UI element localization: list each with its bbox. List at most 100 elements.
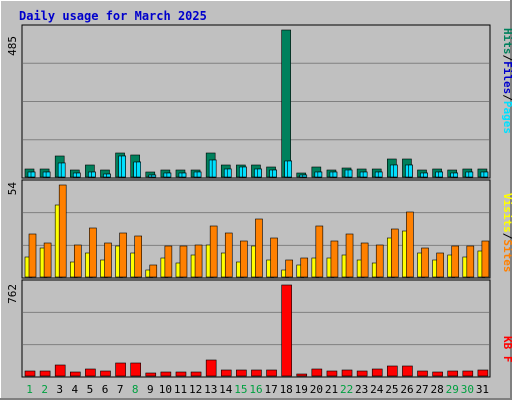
day-label-29: 29: [446, 383, 459, 396]
sites-bar-day-17: [270, 237, 278, 278]
pages-bar-day-21: [332, 171, 338, 178]
kbytes-bar-day-16: [251, 369, 262, 377]
pages-bar-day-13: [211, 159, 217, 178]
pages-bar-day-28: [438, 171, 443, 178]
kbytes-bar-day-29: [447, 370, 459, 377]
day-label-15: 15: [234, 383, 247, 396]
pages-bar-day-25: [393, 164, 398, 178]
day-label-27: 27: [415, 383, 428, 396]
pages-bar-day-14: [226, 168, 232, 178]
pages-bar-day-3: [60, 162, 66, 178]
kbytes-bar-day-20: [311, 368, 323, 377]
kbytes-bar-day-22: [341, 369, 353, 377]
kbytes-bar-day-3: [54, 364, 66, 377]
day-label-14: 14: [219, 383, 233, 396]
pages-bar-day-7: [121, 155, 126, 178]
pages-bar-day-10: [166, 172, 172, 178]
hits-legend: Hits/Files/Pages: [501, 28, 512, 134]
day-label-28: 28: [431, 383, 444, 396]
kbytes-max-label: 762: [6, 284, 19, 304]
sites-bar-day-28: [436, 252, 444, 278]
day-label-2: 2: [41, 383, 48, 396]
sites-bar-day-2: [43, 242, 52, 278]
pages-bar-day-18: [287, 160, 292, 178]
sites-bar-day-25: [391, 228, 399, 278]
sites-bar-day-13: [209, 225, 218, 278]
svg-text:Hits/Files/Pages: Hits/Files/Pages: [501, 28, 512, 134]
sites-bar-day-10: [164, 245, 173, 278]
kbytes-bar-day-7: [115, 362, 126, 377]
day-label-25: 25: [385, 383, 398, 396]
sites-bar-day-19: [300, 257, 309, 278]
sites-bar-day-26: [406, 211, 414, 278]
kbytes-bar-day-26: [402, 365, 413, 377]
svg-text:Visits/Sites: Visits/Sites: [501, 193, 512, 273]
sites-bar-day-20: [315, 225, 324, 278]
sites-bar-day-23: [360, 242, 369, 278]
kbytes-bar-day-13: [205, 359, 217, 377]
day-label-18: 18: [280, 383, 293, 396]
visits-sites-panel: [21, 179, 491, 279]
hits-bar-day-18: [281, 29, 291, 178]
day-label-11: 11: [174, 383, 187, 396]
sites-bar-day-7: [119, 232, 127, 278]
pages-bar-day-2: [45, 171, 51, 178]
day-label-9: 9: [147, 383, 154, 396]
sites-bar-day-4: [73, 244, 82, 278]
sites-bar-day-16: [255, 218, 263, 278]
kbytes-bar-day-30: [462, 370, 474, 377]
sites-bar-day-29: [451, 245, 460, 278]
pages-bar-day-4: [75, 172, 81, 178]
pages-bar-day-8: [136, 161, 141, 178]
day-label-1: 1: [26, 383, 33, 396]
pages-bar-day-12: [196, 171, 202, 178]
legend-sep-2: /: [501, 94, 512, 101]
sites-bar-day-22: [345, 233, 354, 278]
kbytes-bar-day-18: [281, 284, 292, 377]
kbytes-bar-day-31: [477, 369, 489, 377]
pages-bar-day-30: [468, 171, 474, 178]
kbytes-bar-day-10: [160, 371, 172, 377]
day-label-26: 26: [400, 383, 413, 396]
kbytes-bar-day-12: [190, 371, 202, 377]
legend-pages: Pages: [501, 101, 512, 134]
sites-bar-day-3: [58, 184, 67, 278]
kbytes-bar-day-11: [175, 371, 187, 377]
legend-hits: Hits: [501, 28, 512, 55]
kbytes-bar-day-27: [417, 370, 428, 377]
pages-bar-day-5: [91, 171, 96, 178]
kbytes-panel: [21, 279, 491, 378]
day-label-30: 30: [461, 383, 474, 396]
kbytes-bar-day-21: [326, 370, 338, 377]
pages-bar-day-9: [151, 174, 157, 178]
legend-sites: Sites: [501, 239, 512, 272]
pages-bar-day-27: [423, 172, 428, 178]
kbytes-bar-day-14: [220, 369, 232, 377]
hits-max-label: 485: [6, 36, 19, 56]
day-label-16: 16: [249, 383, 262, 396]
sites-bar-day-8: [134, 235, 142, 278]
legend-visits: Visits: [501, 193, 512, 233]
day-label-7: 7: [117, 383, 124, 396]
pages-bar-day-23: [362, 171, 368, 178]
pages-bar-day-1: [30, 171, 36, 178]
sites-bar-day-21: [330, 240, 339, 278]
kbytes-bar-day-23: [356, 370, 368, 377]
sites-bar-day-14: [224, 232, 233, 278]
day-label-31: 31: [476, 383, 489, 396]
visits-legend: Visits/Sites: [501, 193, 512, 273]
hits-files-pages-panel: [21, 24, 491, 179]
day-label-10: 10: [159, 383, 172, 396]
kbytes-bar-day-4: [69, 371, 81, 377]
sites-bar-day-11: [179, 245, 188, 278]
day-label-4: 4: [72, 383, 79, 396]
sites-bar-day-31: [481, 240, 490, 278]
day-label-21: 21: [325, 383, 338, 396]
sites-bar-day-9: [149, 264, 158, 278]
day-label-20: 20: [310, 383, 323, 396]
kbytes-bar-day-17: [266, 369, 277, 377]
kbytes-bar-day-15: [236, 369, 247, 377]
sites-bar-day-18: [285, 259, 293, 278]
